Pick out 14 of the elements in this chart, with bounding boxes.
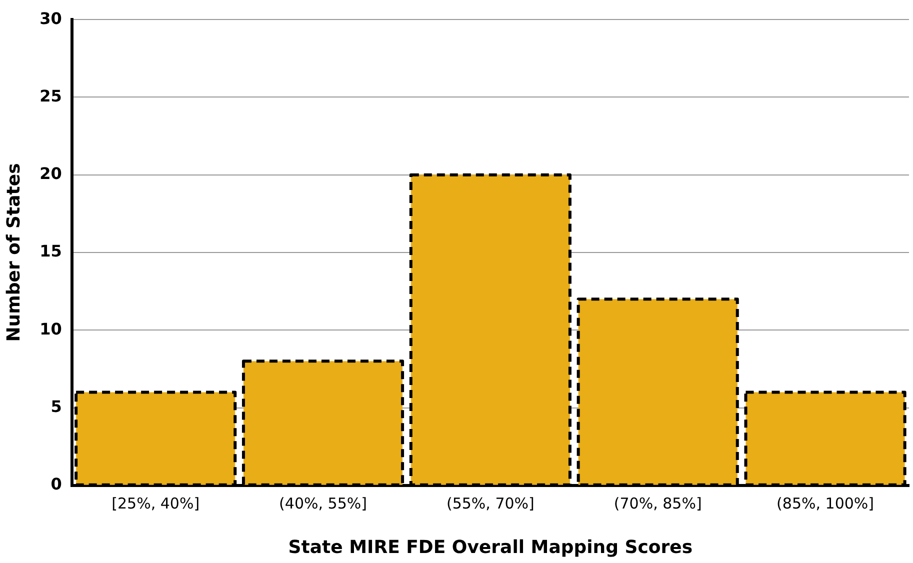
y-tick-label: 5 [50, 396, 62, 416]
y-tick-label: 15 [40, 242, 62, 261]
y-tick-label: 20 [40, 164, 62, 184]
x-tick-label: (70%, 85%] [614, 494, 702, 512]
x-tick-label: [25%, 40%] [112, 494, 200, 512]
y-tick-label: 30 [40, 8, 62, 28]
x-tick-label: (85%, 100%] [776, 494, 874, 512]
x-axis-title: State MIRE FDE Overall Mapping Scores [288, 536, 693, 558]
x-tick-label: (55%, 70%] [446, 494, 534, 512]
y-tick-label: 25 [40, 86, 62, 106]
y-tick-label: 0 [50, 474, 62, 494]
y-axis-title: Number of States [3, 163, 24, 342]
x-tick-label: (40%, 55%] [279, 494, 367, 512]
y-tick-label: 10 [40, 319, 62, 338]
